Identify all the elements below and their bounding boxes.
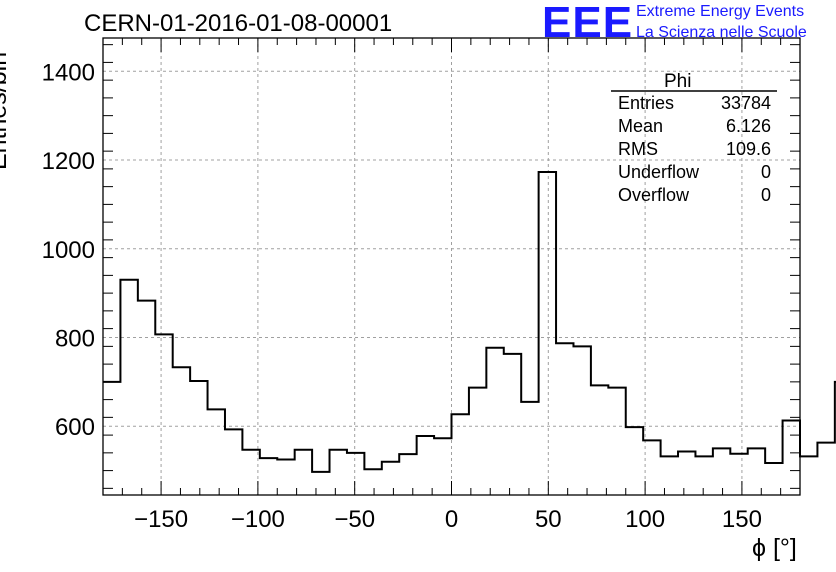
histogram-bin — [347, 453, 364, 495]
eee-logo: EEE — [542, 0, 634, 47]
stats-value: 0 — [760, 162, 771, 182]
histogram-bin — [661, 456, 678, 495]
histogram-bin — [748, 448, 765, 495]
histogram-bin — [556, 343, 573, 495]
x-tick-label: 0 — [445, 506, 458, 533]
x-axis-label: ϕ [°] — [752, 534, 797, 562]
histogram-bin — [713, 448, 730, 495]
histogram-bin — [330, 450, 347, 495]
x-tick-label: 100 — [625, 506, 665, 533]
logo-line-2: La Scienza nelle Scuole — [636, 24, 807, 41]
histogram-bin — [469, 388, 486, 495]
histogram-bin — [452, 414, 469, 495]
plot-title: CERN-01-2016-01-08-00001 — [84, 10, 393, 37]
y-tick-label: 1400 — [42, 59, 95, 86]
histogram-bin — [382, 462, 399, 495]
histogram-bin — [608, 388, 625, 495]
x-tick-label: −50 — [334, 506, 375, 533]
histogram-bin — [434, 438, 451, 495]
x-tick-label: 150 — [722, 506, 762, 533]
logo-line-1: Extreme Energy Events — [636, 3, 805, 20]
histogram-bin — [208, 409, 225, 495]
histogram-bin — [190, 381, 207, 495]
histogram-bin — [364, 469, 381, 495]
stats-value: 33784 — [720, 93, 771, 113]
stats-title: Phi — [664, 71, 692, 92]
histogram-bin — [260, 458, 277, 495]
histogram-bin — [120, 280, 137, 495]
histogram-bin — [312, 472, 329, 495]
plot-frame — [102, 37, 801, 496]
y-tick-label: 1000 — [42, 237, 95, 264]
x-tick-label: −100 — [231, 506, 285, 533]
histogram-bin — [173, 367, 190, 495]
histogram-bin — [591, 385, 608, 495]
stats-value: 6.126 — [725, 116, 771, 136]
stats-label: RMS — [618, 139, 658, 159]
histogram-bin — [678, 452, 695, 495]
histogram-bin — [486, 348, 503, 495]
y-tick-label: 600 — [55, 414, 95, 441]
y-axis-label: Entries/bin — [0, 51, 12, 170]
stats-value: 0 — [760, 185, 771, 205]
histogram-bin — [643, 440, 660, 495]
histogram-bin — [417, 436, 434, 495]
stats-label: Entries — [618, 93, 675, 113]
histogram-bin — [800, 456, 817, 495]
x-tick-label: −150 — [134, 506, 188, 533]
histogram-bin — [539, 172, 556, 495]
histogram-bin — [138, 301, 155, 495]
y-tick-label: 800 — [55, 325, 95, 352]
histogram-bin — [103, 382, 120, 495]
histogram-bin — [573, 346, 590, 495]
stats-label: Mean — [618, 116, 664, 136]
histogram-bin — [242, 450, 259, 495]
histogram-bin — [277, 460, 294, 495]
stats-label: Underflow — [618, 162, 700, 182]
histogram-bin — [399, 454, 416, 495]
histogram-bin — [504, 354, 521, 495]
histogram-bin — [783, 420, 800, 495]
histogram-bin — [295, 450, 312, 495]
histogram-line — [103, 170, 836, 473]
histogram-bin — [626, 427, 643, 495]
histogram-bin — [521, 402, 538, 495]
histogram-bin — [695, 456, 712, 495]
stats-label: Overflow — [618, 185, 690, 205]
histogram-bin — [765, 463, 782, 495]
y-tick-label: 1200 — [42, 148, 95, 175]
histogram-bin — [225, 429, 242, 495]
histogram-bin — [817, 443, 834, 495]
x-tick-label: 50 — [535, 506, 562, 533]
stats-value: 109.6 — [725, 139, 771, 159]
histogram-bin — [730, 454, 747, 495]
histogram-bin — [155, 334, 172, 495]
